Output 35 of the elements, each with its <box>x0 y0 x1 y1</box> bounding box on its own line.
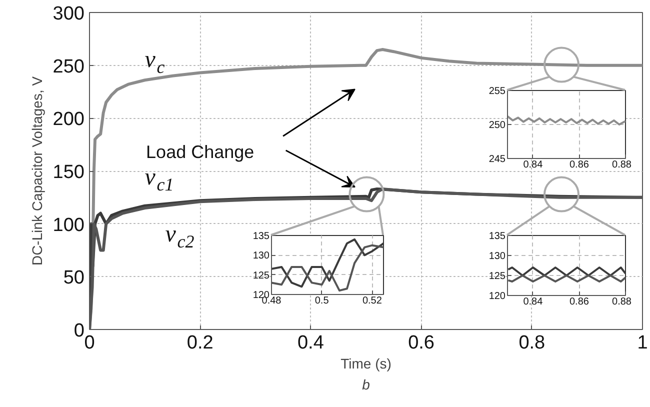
x-tick-label: 0.2 <box>186 332 214 354</box>
y-tick-label: 250 <box>488 120 506 131</box>
x-tick-label: 0.88 <box>612 296 632 308</box>
y-tick-label: 250 <box>52 56 84 78</box>
annotation: Load Change <box>146 142 254 162</box>
y-tick-label: 255 <box>488 86 506 97</box>
y-tick-label: 300 <box>52 4 84 24</box>
y-tick-label: 125 <box>252 270 270 282</box>
y-tick-label: 130 <box>488 251 506 262</box>
y-tick-label: 120 <box>488 291 506 302</box>
text: b <box>362 376 370 392</box>
y-axis-title: DC-Link Capacitor Voltages, V <box>28 76 45 266</box>
x-tick-label: 0.84 <box>523 296 544 308</box>
y-tick-label: 135 <box>252 231 270 242</box>
x-tick-label: 0.48 <box>262 296 282 306</box>
x-tick-label: 0.88 <box>612 160 632 170</box>
y-tick-label: 130 <box>252 250 270 262</box>
x-tick-label: 1 <box>637 332 648 354</box>
y-tick-label: 100 <box>52 214 84 236</box>
x-axis-title: Time (s) <box>340 356 392 372</box>
y-tick-label: 50 <box>63 268 85 289</box>
line-series <box>508 115 626 126</box>
y-tick-label: 200 <box>52 109 84 130</box>
x-tick-label: 0.86 <box>569 296 590 308</box>
x-tick-label: 0.52 <box>362 296 382 306</box>
x-tick-label: 0.84 <box>523 160 544 170</box>
x-tick-label: 0.86 <box>569 160 590 170</box>
y-tick-label: 150 <box>52 162 84 183</box>
x-tick-label: 0.4 <box>297 332 324 354</box>
x-tick-label: 0.8 <box>518 332 546 354</box>
y-tick-label: 135 <box>488 231 506 242</box>
y-tick-label: 245 <box>488 154 506 165</box>
x-tick-label: 0.6 <box>408 332 435 354</box>
x-tick-label: 0.5 <box>314 296 330 306</box>
y-tick-label: 125 <box>488 271 506 282</box>
